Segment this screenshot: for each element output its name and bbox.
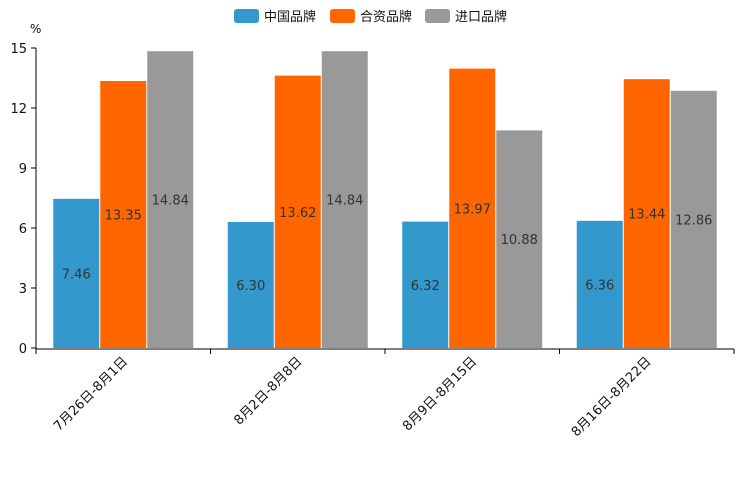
y-axis-unit-label: % <box>30 22 41 36</box>
y-tick-label-4: 12 <box>10 102 27 117</box>
data-label-s3-c2: 14.84 <box>326 194 363 209</box>
bar-s2-c3[interactable] <box>449 68 496 348</box>
bar-s1-c2[interactable] <box>227 222 274 348</box>
bar-s3-c4[interactable] <box>670 90 717 349</box>
x-tick-label-1: 7月26日-8月1日 <box>51 354 131 434</box>
y-axis: 0 3 6 9 12 15 <box>10 42 37 357</box>
legend-swatch-1[interactable] <box>234 9 259 23</box>
legend-label-2[interactable]: 合资品牌 <box>360 9 412 25</box>
data-label-s3-c3: 10.88 <box>501 233 538 248</box>
x-tick-label-3: 8月9日-8月15日 <box>400 354 480 434</box>
data-label-s2-c4: 13.44 <box>628 208 665 223</box>
legend-label-3[interactable]: 进口品牌 <box>455 9 507 25</box>
data-label-s3-c4: 12.86 <box>675 213 712 228</box>
data-label-s2-c3: 13.97 <box>454 202 491 217</box>
x-tick-label-4: 8月16日-8月22日 <box>569 354 655 440</box>
data-label-s3-c1: 14.84 <box>152 194 189 209</box>
data-label-s1-c1: 7.46 <box>62 267 91 282</box>
y-tick-label-1: 3 <box>19 282 27 297</box>
y-tick-label-3: 9 <box>19 162 27 177</box>
bar-s3-c2[interactable] <box>321 51 368 348</box>
x-axis: 7月26日-8月1日 8月2日-8月8日 8月9日-8月15日 8月16日-8月22日 <box>35 348 735 440</box>
bars: 7.46 13.35 14.84 6.30 13.62 14.84 6.32 13.97 10.… <box>53 51 717 349</box>
data-label-s2-c1: 13.35 <box>105 209 142 224</box>
bar-s3-c1[interactable] <box>147 51 194 348</box>
bar-s1-c4[interactable] <box>576 220 623 348</box>
data-label-s1-c3: 6.32 <box>411 279 440 294</box>
y-tick-label-2: 6 <box>19 222 27 237</box>
bar-s1-c1[interactable] <box>53 198 100 348</box>
bar-s3-c3[interactable] <box>496 130 543 348</box>
legend-swatch-3[interactable] <box>425 9 450 23</box>
x-tick-label-2: 8月2日-8月8日 <box>231 354 305 428</box>
legend: 中国品牌 合资品牌 进口品牌 <box>234 9 507 25</box>
y-tick-label-5: 15 <box>10 42 27 57</box>
y-tick-label-0: 0 <box>19 342 27 357</box>
bar-s2-c2[interactable] <box>274 75 321 348</box>
bar-s1-c3[interactable] <box>402 221 449 348</box>
data-label-s2-c2: 13.62 <box>279 206 316 221</box>
legend-swatch-2[interactable] <box>330 9 355 23</box>
legend-label-1[interactable]: 中国品牌 <box>264 9 316 25</box>
data-label-s1-c4: 6.36 <box>585 278 614 293</box>
bar-s2-c1[interactable] <box>100 81 147 348</box>
data-label-s1-c2: 6.30 <box>236 279 265 294</box>
bar-s2-c4[interactable] <box>623 79 670 348</box>
